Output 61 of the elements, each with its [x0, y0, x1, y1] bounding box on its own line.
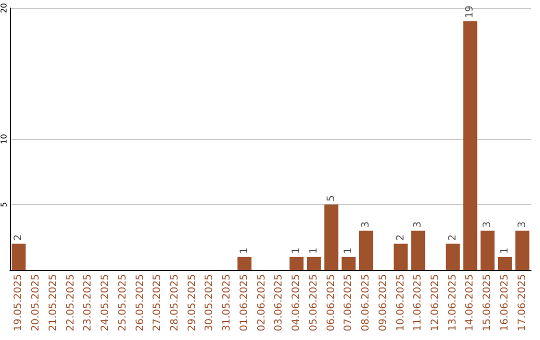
x-tick-label: 13.06.2025 [447, 274, 458, 332]
x-tick-label: 23.05.2025 [82, 274, 94, 332]
data-label: 1 [238, 248, 250, 254]
data-label: 3 [482, 221, 494, 228]
data-label: 2 [13, 234, 24, 241]
x-tick-label: 11.06.2025 [412, 274, 424, 332]
bar [480, 230, 495, 270]
data-label: 2 [395, 234, 406, 241]
y-tick-label: 10 [0, 134, 8, 144]
x-tick-label: 06.06.2025 [326, 274, 337, 332]
bar [12, 244, 26, 270]
x-tick-label: 08.06.2025 [360, 274, 372, 332]
x-tick-label: 21.05.2025 [48, 274, 59, 332]
bar [463, 21, 478, 270]
x-tick-label: 12.06.2025 [430, 274, 441, 332]
x-tick-label: 05.06.2025 [308, 274, 320, 332]
x-tick-label: 28.05.2025 [169, 274, 180, 332]
x-tick-label: 10.06.2025 [395, 274, 406, 332]
bar [342, 256, 356, 270]
bar [359, 230, 374, 270]
bar [515, 230, 530, 270]
x-tick-label: 16.06.2025 [499, 274, 510, 332]
bar [306, 256, 321, 270]
data-label: 3 [360, 221, 372, 228]
data-label: 5 [326, 195, 337, 202]
data-label: 3 [412, 221, 424, 228]
data-label: 1 [291, 248, 302, 254]
x-tick-label: 24.05.2025 [100, 274, 112, 332]
x-tick-label: 04.06.2025 [291, 274, 302, 332]
x-tick-label: 19.05.2025 [13, 274, 24, 332]
bar [446, 244, 460, 270]
x-tick-label: 25.05.2025 [117, 274, 128, 332]
data-label: 2 [447, 234, 458, 241]
x-tick-label: 27.05.2025 [152, 274, 164, 332]
x-tick-label: 02.06.2025 [256, 274, 268, 332]
x-tick-label: 29.05.2025 [186, 274, 198, 332]
data-label: 1 [343, 248, 354, 254]
bar [324, 204, 338, 270]
x-tick-label: 30.05.2025 [204, 274, 216, 332]
bar [290, 256, 304, 270]
bar [498, 256, 512, 270]
x-tick-label: 01.06.2025 [238, 274, 250, 332]
x-tick-label: 14.06.2025 [464, 274, 476, 332]
data-label: 1 [499, 248, 510, 254]
y-tick-label: 5 [0, 202, 8, 208]
data-label: 1 [308, 248, 320, 254]
y-tick-label: 20 [0, 2, 8, 14]
bar [237, 256, 252, 270]
x-tick-label: 31.05.2025 [222, 274, 233, 332]
x-tick-label: 26.05.2025 [134, 274, 146, 332]
x-tick-label: 17.06.2025 [516, 274, 528, 332]
bar [411, 230, 426, 270]
x-tick-label: 09.06.2025 [378, 274, 389, 332]
x-tick-label: 22.05.2025 [65, 274, 76, 332]
x-tick-label: 03.06.2025 [274, 274, 285, 332]
x-tick-label: 15.06.2025 [482, 274, 494, 332]
bar [394, 244, 408, 270]
data-label: 3 [516, 221, 528, 228]
x-tick-label: 20.05.2025 [30, 274, 42, 332]
x-tick-label: 07.06.2025 [343, 274, 354, 332]
data-label: 19 [464, 5, 476, 18]
